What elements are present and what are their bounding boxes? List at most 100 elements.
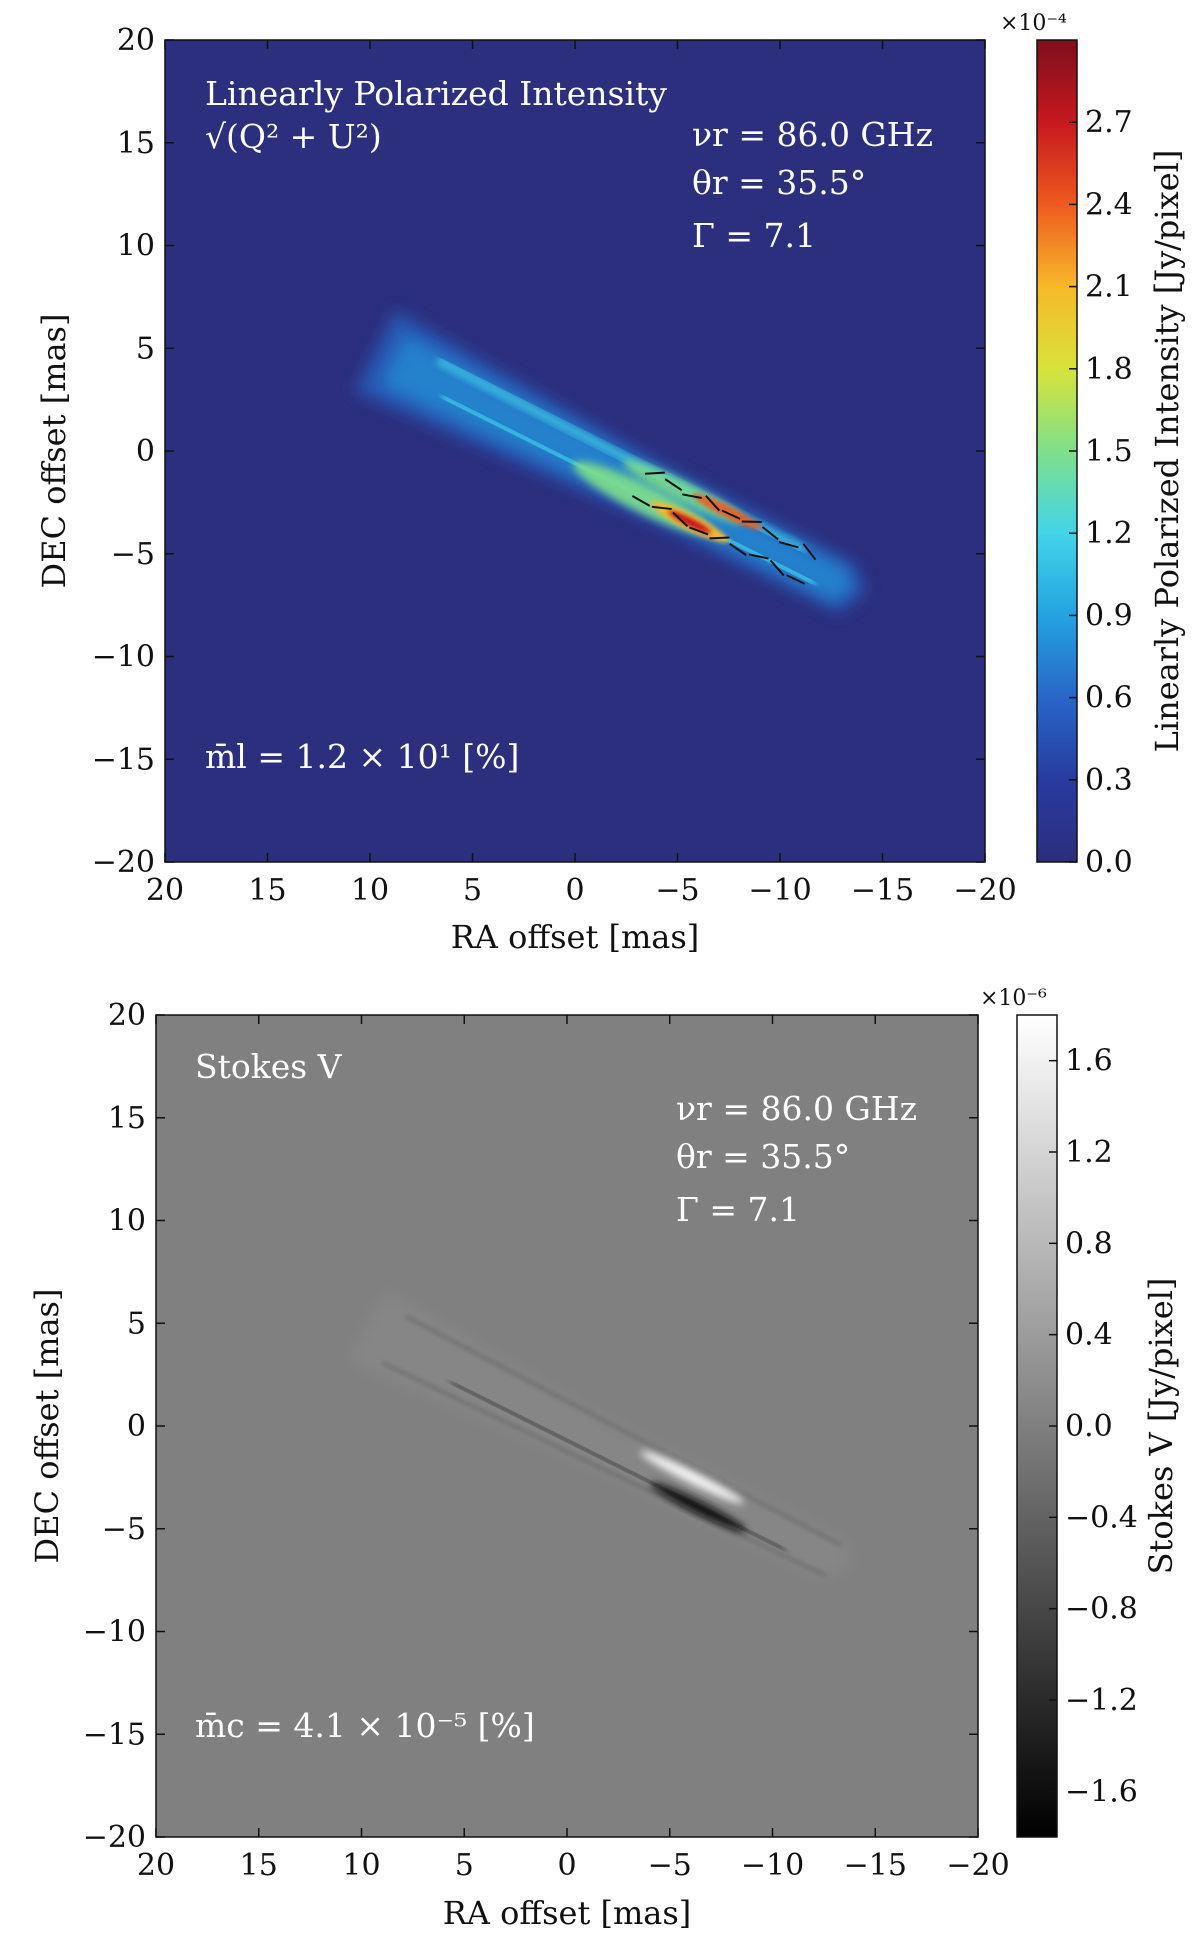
colorbar-tick-label: 0.9 — [1085, 598, 1133, 633]
x-tick-label: 10 — [351, 873, 389, 908]
polarization-vector — [721, 509, 741, 520]
frequency-label: νr = 86.0 GHz — [676, 1089, 917, 1128]
polarization-vector — [672, 511, 689, 528]
jet-emission — [348, 1290, 854, 1580]
jet-body — [348, 1290, 854, 1580]
jet-filament — [381, 1361, 827, 1578]
colorbar-tick-label: 1.8 — [1085, 352, 1133, 387]
jet-core — [380, 334, 851, 601]
angle-label: θr = 35.5° — [676, 1137, 850, 1176]
plot-title: Stokes V — [195, 1047, 343, 1086]
colorbar-tick-label: 2.7 — [1085, 105, 1133, 140]
x-tick-label: 5 — [463, 873, 482, 908]
angle-label: θr = 35.5° — [692, 163, 866, 202]
y-tick-label: −15 — [92, 742, 155, 777]
jet-body — [355, 310, 867, 613]
colorbar-ticks: 0.0 0.3 0.6 0.9 1.2 1.5 1.8 2.1 2.4 2.7 — [1069, 105, 1133, 880]
x-tick-label: −15 — [851, 873, 914, 908]
positive-v-peak — [640, 1450, 744, 1504]
colorbar-tick-label: 0.0 — [1065, 1409, 1113, 1444]
plot-title: Linearly Polarized Intensity — [205, 74, 667, 113]
x-tick-label: 15 — [240, 1848, 278, 1883]
negative-v-peak — [650, 1483, 746, 1532]
polarization-vector — [729, 542, 747, 556]
y-tick-label: −10 — [83, 1615, 146, 1650]
mean-fraction-label: m̄l = 1.2 × 10¹ [%] — [205, 737, 519, 776]
colorbar-tick-label: 2.1 — [1085, 270, 1133, 305]
colorbar-tick-label: 2.4 — [1085, 187, 1133, 222]
polarization-vector — [786, 574, 806, 585]
polarization-vector — [651, 505, 672, 511]
y-tick-label: 0 — [127, 1409, 146, 1444]
colorbar-tick-label: 1.2 — [1085, 516, 1133, 551]
y-tick-label: −15 — [83, 1717, 146, 1752]
polarization-vector — [778, 541, 799, 549]
x-tick-label: 5 — [455, 1848, 474, 1883]
x-tick-label: −10 — [748, 873, 811, 908]
x-axis-label: RA offset [mas] — [443, 1894, 692, 1932]
y-tick-label: 15 — [117, 126, 155, 161]
colorbar-tick-label: −1.6 — [1065, 1774, 1138, 1809]
polarization-vector — [644, 471, 665, 475]
y-tick-label: −20 — [83, 1820, 146, 1855]
polarization-vector — [748, 553, 769, 560]
frequency-label: νr = 86.0 GHz — [692, 115, 933, 154]
x-tick-label: 20 — [137, 1848, 175, 1883]
x-tick-label: −10 — [741, 1848, 804, 1883]
lorentz-label: Γ = 7.1 — [676, 1190, 800, 1229]
polarization-vector — [741, 520, 762, 524]
colorbar-tick-label: 0.6 — [1085, 681, 1133, 716]
x-tick-label: −15 — [844, 1848, 907, 1883]
colorbar-tick-label: 0.0 — [1085, 845, 1133, 880]
x-axis-label: RA offset [mas] — [451, 918, 700, 956]
jet-emission — [355, 310, 867, 613]
y-tick-label: 0 — [136, 434, 155, 469]
x-tick-label: −5 — [648, 1848, 692, 1883]
y-tick-label: 10 — [117, 229, 155, 264]
x-tick-label: −5 — [655, 873, 699, 908]
x-tick-label: 0 — [565, 873, 584, 908]
x-tick-label: −20 — [953, 873, 1016, 908]
x-tick-label: −20 — [946, 1848, 1009, 1883]
y-tick-label: 15 — [108, 1101, 146, 1136]
x-tick-label: 15 — [248, 873, 286, 908]
colorbar-tick-label: −1.2 — [1065, 1683, 1138, 1718]
polarization-vector — [802, 543, 817, 561]
colorbar-tick-label: 1.5 — [1085, 434, 1133, 469]
colorbar-ticks: −1.6 −1.2 −0.8 −0.4 0.0 0.4 0.8 1.2 1.6 — [1049, 1044, 1138, 1809]
y-tick-label: 20 — [117, 23, 155, 58]
formula-label: √(Q² + U²) — [205, 117, 382, 156]
y-tick-label: −5 — [111, 537, 155, 572]
colorbar-label: Stokes V [Jy/pixel] — [1142, 1278, 1180, 1575]
colorbar-tick-label: 0.4 — [1065, 1318, 1113, 1353]
y-tick-label: −5 — [102, 1512, 146, 1547]
colorbar-label: Linearly Polarized Intensity [Jy/pixel] — [1148, 150, 1186, 753]
polarization-vector — [681, 493, 702, 499]
y-tick-label: −10 — [92, 640, 155, 675]
polarization-vector — [761, 526, 779, 541]
polarization-vector — [664, 478, 683, 492]
colorbar-tick-label: 1.2 — [1065, 1135, 1113, 1170]
polarization-vector — [709, 536, 730, 540]
colorbar-multiplier: ×10⁻⁶ — [980, 986, 1047, 1011]
x-tick-label: 0 — [557, 1848, 576, 1883]
lorentz-label: Γ = 7.1 — [692, 216, 816, 255]
colorbar-tick-label: −0.4 — [1065, 1500, 1138, 1535]
y-tick-label: 20 — [108, 998, 146, 1033]
emission-peak — [668, 510, 712, 534]
y-tick-label: 10 — [108, 1204, 146, 1239]
polarization-vector — [769, 559, 785, 577]
jet-filament — [404, 1314, 843, 1547]
polarization-vector — [689, 526, 709, 536]
y-tick-label: 5 — [127, 1306, 146, 1341]
colorbar-tick-label: 0.8 — [1065, 1226, 1113, 1261]
colorbar-multiplier: ×10⁻⁴ — [1000, 11, 1067, 36]
y-axis-label: DEC offset [mas] — [35, 314, 73, 589]
polarization-vector — [705, 495, 721, 512]
colorbar-tick-label: 1.6 — [1065, 1044, 1113, 1079]
y-tick-label: −20 — [92, 845, 155, 880]
